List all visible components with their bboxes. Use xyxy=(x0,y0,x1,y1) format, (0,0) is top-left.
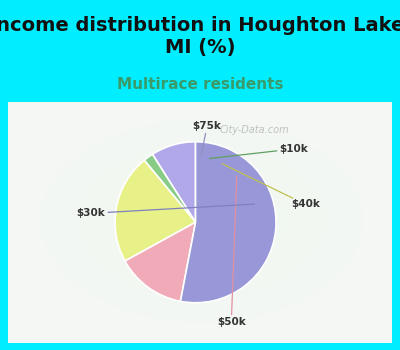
Wedge shape xyxy=(115,160,196,261)
Text: $30k: $30k xyxy=(76,204,254,218)
Text: Income distribution in Houghton Lake,
MI (%): Income distribution in Houghton Lake, MI… xyxy=(0,16,400,57)
Text: $75k: $75k xyxy=(193,121,222,155)
Wedge shape xyxy=(152,142,196,222)
Text: City-Data.com: City-Data.com xyxy=(219,126,289,135)
Text: $40k: $40k xyxy=(222,164,320,209)
Wedge shape xyxy=(180,142,276,303)
Text: $50k: $50k xyxy=(217,176,246,328)
Wedge shape xyxy=(144,154,196,222)
Bar xyxy=(79,102,321,343)
Text: Multirace residents: Multirace residents xyxy=(117,77,283,92)
Text: $10k: $10k xyxy=(210,144,308,159)
Wedge shape xyxy=(125,222,196,301)
